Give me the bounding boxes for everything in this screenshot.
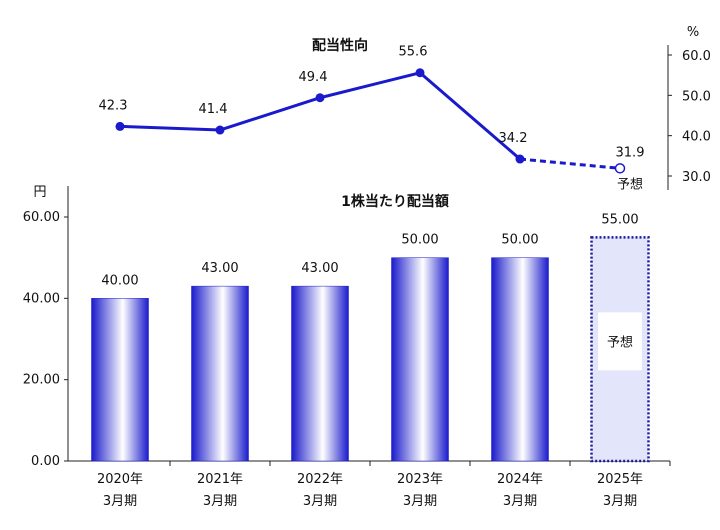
category-year-label: 2023年 [397, 472, 443, 487]
payout-ratio-point [315, 93, 325, 103]
payout-value-label: 49.4 [299, 70, 328, 85]
dividend-forecast-label: 予想 [607, 334, 633, 350]
payout-ratio-line [119, 71, 521, 161]
payout-y-tick-label: 30.0 [682, 170, 711, 185]
payout-y-tick-label: 50.0 [682, 89, 711, 104]
payout-y-tick-label: 40.0 [682, 130, 711, 145]
category-year-label: 2025年 [597, 472, 643, 487]
category-period-label: 3月期 [303, 494, 337, 509]
payout-value-label: 55.6 [399, 45, 428, 60]
dividend-y-tick-label: 60.00 [23, 210, 60, 225]
dividend-bar [391, 257, 449, 462]
dividend-y-tick-label: 40.00 [23, 291, 60, 306]
category-year-label: 2024年 [497, 472, 543, 487]
payout-ratio-point [515, 154, 525, 164]
category-period-label: 3月期 [203, 494, 237, 509]
dividend-value-label: 55.00 [601, 212, 638, 227]
dividend-y-tick-label: 20.00 [23, 373, 60, 388]
category-period-label: 3月期 [603, 494, 637, 509]
forecast-label-box [598, 312, 642, 371]
dividend-y-tick-label: 0.00 [31, 454, 60, 469]
payout-forecast-label: 予想 [617, 176, 643, 192]
dividend-value-label: 43.00 [301, 261, 338, 276]
payout-ratio-point [115, 121, 125, 131]
category-year-label: 2022年 [297, 472, 343, 487]
payout-ratio-unit: % [687, 25, 699, 40]
dividend-bar [191, 285, 249, 462]
category-period-label: 3月期 [503, 494, 537, 509]
dividend-value-label: 43.00 [201, 261, 238, 276]
category-period-label: 3月期 [103, 494, 137, 509]
payout-value-label: 31.9 [616, 145, 645, 160]
payout-ratio-title: 配当性向 [312, 37, 368, 54]
dividend-bar [291, 285, 349, 462]
payout-value-label: 41.4 [199, 102, 228, 117]
payout-y-tick-label: 60.0 [682, 49, 711, 64]
payout-value-label: 34.2 [499, 131, 528, 146]
dividend-bar [91, 298, 149, 462]
payout-ratio-forecast-line [519, 157, 621, 170]
dividend-value-label: 50.00 [501, 233, 538, 248]
payout-ratio-point [215, 125, 225, 135]
dividend-value-label: 40.00 [101, 273, 138, 288]
payout-ratio-point [415, 68, 425, 78]
payout-value-label: 42.3 [99, 98, 128, 113]
category-year-label: 2020年 [97, 472, 143, 487]
dividend-title: 1株当たり配当額 [341, 193, 449, 210]
dividend-bar [491, 257, 549, 462]
payout-ratio-point-forecast [614, 163, 626, 174]
category-period-label: 3月期 [403, 494, 437, 509]
dividend-unit: 円 [33, 185, 46, 200]
dividend-value-label: 50.00 [401, 233, 438, 248]
category-year-label: 2021年 [197, 472, 243, 487]
